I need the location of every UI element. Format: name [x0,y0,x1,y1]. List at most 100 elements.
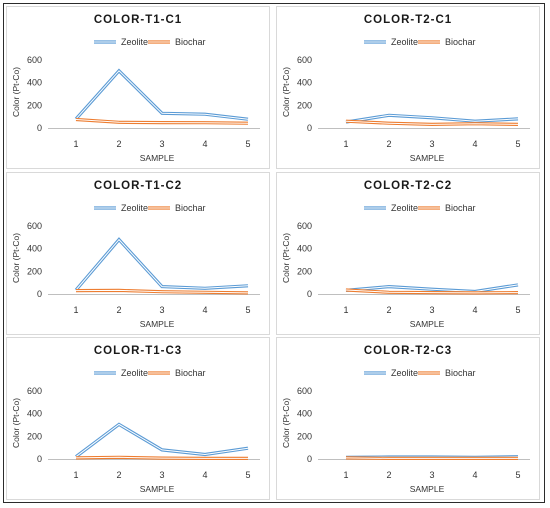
y-axis-title: Color (Pt-Co) [11,398,21,448]
legend-label-zeolite: Zeolite [121,368,148,378]
chart-panel-color-t1-c2: COLOR-T1-C2 Zeolite Biochar 0 200 400 600 1 2 3 4 5… [6,172,270,335]
panel-border [276,172,540,335]
chart-title: COLOR-T1-C2 [94,180,182,192]
y-tick-label: 400 [27,78,42,88]
chart-panel-color-t1-c3: COLOR-T1-C3 Zeolite Biochar 0 200 400 600 1 2 3 4 5… [6,337,270,500]
y-tick-label: 0 [37,289,42,299]
x-tick-label: 4 [202,139,207,149]
y-tick-label: 200 [297,100,312,110]
y-tick-label: 600 [297,386,312,396]
legend-label-biochar: Biochar [175,37,206,47]
y-tick-label: 600 [27,221,42,231]
panel-border [276,6,540,169]
y-tick-label: 0 [37,123,42,133]
x-tick-label: 5 [515,470,520,480]
series-line-core-biochar [345,120,519,125]
series-line-core-biochar [345,289,519,294]
panel-border [6,6,270,169]
panel-border [6,172,270,335]
x-tick-label: 2 [386,139,391,149]
chart-panel-color-t2-c2: COLOR-T2-C2 Zeolite Biochar 0 200 400 600 1 2 3 4 5… [276,172,540,335]
x-tick-label: 5 [245,305,250,315]
y-axis-title: Color (Pt-Co) [281,67,291,117]
legend-label-zeolite: Zeolite [121,37,148,47]
x-tick-label: 4 [202,305,207,315]
y-axis-title: Color (Pt-Co) [281,398,291,448]
y-tick-label: 600 [297,221,312,231]
legend-label-biochar: Biochar [175,368,206,378]
series-line-core-zeolite [75,70,249,120]
legend-label-zeolite: Zeolite [391,37,418,47]
x-tick-label: 4 [202,470,207,480]
y-tick-label: 400 [297,78,312,88]
figure-frame [3,3,545,503]
y-tick-label: 600 [297,55,312,65]
y-tick-label: 0 [307,289,312,299]
series-line-core-biochar [75,289,249,294]
x-tick-label: 5 [245,139,250,149]
y-tick-label: 400 [297,244,312,254]
x-tick-label: 1 [73,470,78,480]
x-tick-label: 1 [343,470,348,480]
y-tick-label: 400 [297,409,312,419]
y-axis-title: Color (Pt-Co) [11,67,21,117]
y-tick-label: 0 [307,454,312,464]
x-tick-label: 3 [159,305,164,315]
series-line-core-biochar [75,119,249,124]
chart-panel-color-t2-c3: COLOR-T2-C3 Zeolite Biochar 0 200 400 600 1 2 3 4 5… [276,337,540,500]
y-tick-label: 400 [27,244,42,254]
x-axis-title: SAMPLE [140,484,175,494]
x-axis-title: SAMPLE [410,484,445,494]
x-tick-label: 2 [116,305,121,315]
x-tick-label: 4 [472,305,477,315]
x-axis-title: SAMPLE [410,153,445,163]
chart-panel-color-t1-c1: COLOR-T1-C1 Zeolite Biochar 0 200 400 600 1 2 3 4 5… [6,6,270,169]
y-tick-label: 200 [297,431,312,441]
x-axis-title: SAMPLE [140,153,175,163]
panel-border [6,337,270,500]
legend-label-zeolite: Zeolite [391,203,418,213]
legend-label-biochar: Biochar [175,203,206,213]
x-tick-label: 4 [472,139,477,149]
x-tick-label: 2 [116,470,121,480]
series-line-core-zeolite [75,423,249,458]
y-tick-label: 0 [37,454,42,464]
x-tick-label: 1 [343,305,348,315]
x-tick-label: 1 [73,305,78,315]
chart-title: COLOR-T1-C1 [94,14,182,26]
legend-label-zeolite: Zeolite [121,203,148,213]
x-tick-label: 2 [386,305,391,315]
x-axis-title: SAMPLE [410,319,445,329]
x-tick-label: 1 [73,139,78,149]
x-tick-label: 3 [429,470,434,480]
y-tick-label: 200 [27,266,42,276]
y-tick-label: 400 [27,409,42,419]
y-tick-label: 600 [27,55,42,65]
series-line-core-zeolite [75,238,249,291]
legend-label-biochar: Biochar [445,37,476,47]
y-tick-label: 200 [297,266,312,276]
x-axis-title: SAMPLE [140,319,175,329]
x-tick-label: 5 [515,139,520,149]
x-tick-label: 3 [429,139,434,149]
y-tick-label: 200 [27,100,42,110]
x-tick-label: 4 [472,470,477,480]
x-tick-label: 2 [116,139,121,149]
panel-border [276,337,540,500]
y-tick-label: 200 [27,431,42,441]
x-tick-label: 2 [386,470,391,480]
x-tick-label: 3 [159,470,164,480]
x-tick-label: 3 [429,305,434,315]
series-line-core-zeolite [345,284,519,293]
chart-title: COLOR-T2-C3 [364,345,452,357]
y-axis-title: Color (Pt-Co) [281,233,291,283]
x-tick-label: 5 [245,470,250,480]
x-tick-label: 1 [343,139,348,149]
y-tick-label: 0 [307,123,312,133]
series-line-core-biochar [345,457,518,459]
x-tick-label: 3 [159,139,164,149]
y-axis-title: Color (Pt-Co) [11,233,21,283]
chart-panel-color-t2-c1: COLOR-T2-C1 Zeolite Biochar 0 200 400 600 1 2 3 4 5… [276,6,540,169]
legend-label-zeolite: Zeolite [391,368,418,378]
